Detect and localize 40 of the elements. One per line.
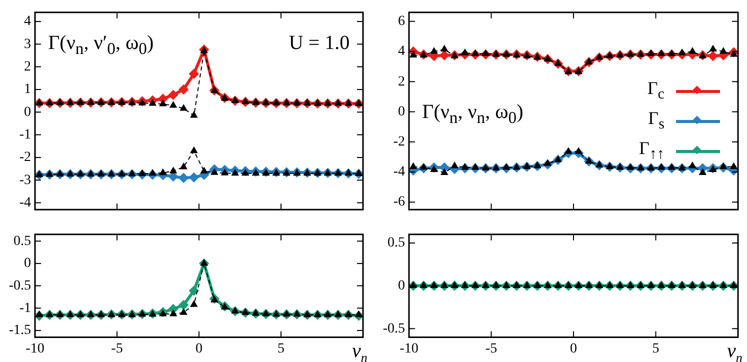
y-tick-label: -6 <box>393 194 405 210</box>
legend-label: Γ$_{c}$ <box>647 78 664 104</box>
y-tick-label: 1 <box>24 82 31 98</box>
x-tick-label: 5 <box>652 341 660 356</box>
legend-label: Γ$_{↑↑}$ <box>639 138 664 164</box>
y-tick-label: 4 <box>24 14 31 30</box>
y-tick-label: -2 <box>19 150 31 166</box>
x-tick-label: -5 <box>485 341 498 356</box>
y-tick-label: 2 <box>24 59 31 74</box>
legend-label: Γ$_{s}$ <box>648 108 664 134</box>
y-tick-label: -0.5 <box>8 278 31 294</box>
y-tick-label: -1.5 <box>8 323 31 338</box>
y-tick-label: 6 <box>398 14 405 30</box>
x-axis-title: ν$_{n}$ <box>727 340 742 362</box>
x-tick-label: -5 <box>111 341 123 356</box>
x-tick-label: 0 <box>570 341 577 356</box>
x-axis-title: ν$_{n}$ <box>352 340 368 362</box>
y-tick-label: 0 <box>24 256 31 272</box>
annotation: Γ(ν$_{n}$, ν$_{n}$, ω$_{0}$) <box>422 101 524 128</box>
y-tick-label: -1 <box>19 127 31 142</box>
y-tick-label: 0.5 <box>388 236 405 251</box>
y-tick-label: 0 <box>398 104 405 120</box>
y-tick-label: 2 <box>398 74 405 90</box>
y-tick-label: -4 <box>19 195 31 210</box>
y-tick-label: -2 <box>393 134 405 150</box>
y-tick-label: 4 <box>398 44 405 60</box>
x-tick-label: 0 <box>196 341 202 356</box>
y-tick-label: 0 <box>24 104 31 120</box>
y-tick-label: 0.5 <box>14 234 31 249</box>
x-tick-label: -10 <box>400 341 418 356</box>
x-tick-label: 5 <box>278 341 284 356</box>
y-tick-label: -4 <box>393 164 405 180</box>
y-tick-label: -0.5 <box>382 321 405 336</box>
y-tick-label: 3 <box>24 36 31 52</box>
y-tick-label: -1 <box>19 300 31 316</box>
x-tick-label: -10 <box>26 341 44 356</box>
y-tick-label: -3 <box>19 172 31 188</box>
annotation: U = 1.0 <box>288 32 350 56</box>
y-tick-label: 0 <box>398 278 405 294</box>
annotation: Γ(ν$_{n}$, ν′$_{0}$, ω$_{0}$) <box>48 32 154 60</box>
